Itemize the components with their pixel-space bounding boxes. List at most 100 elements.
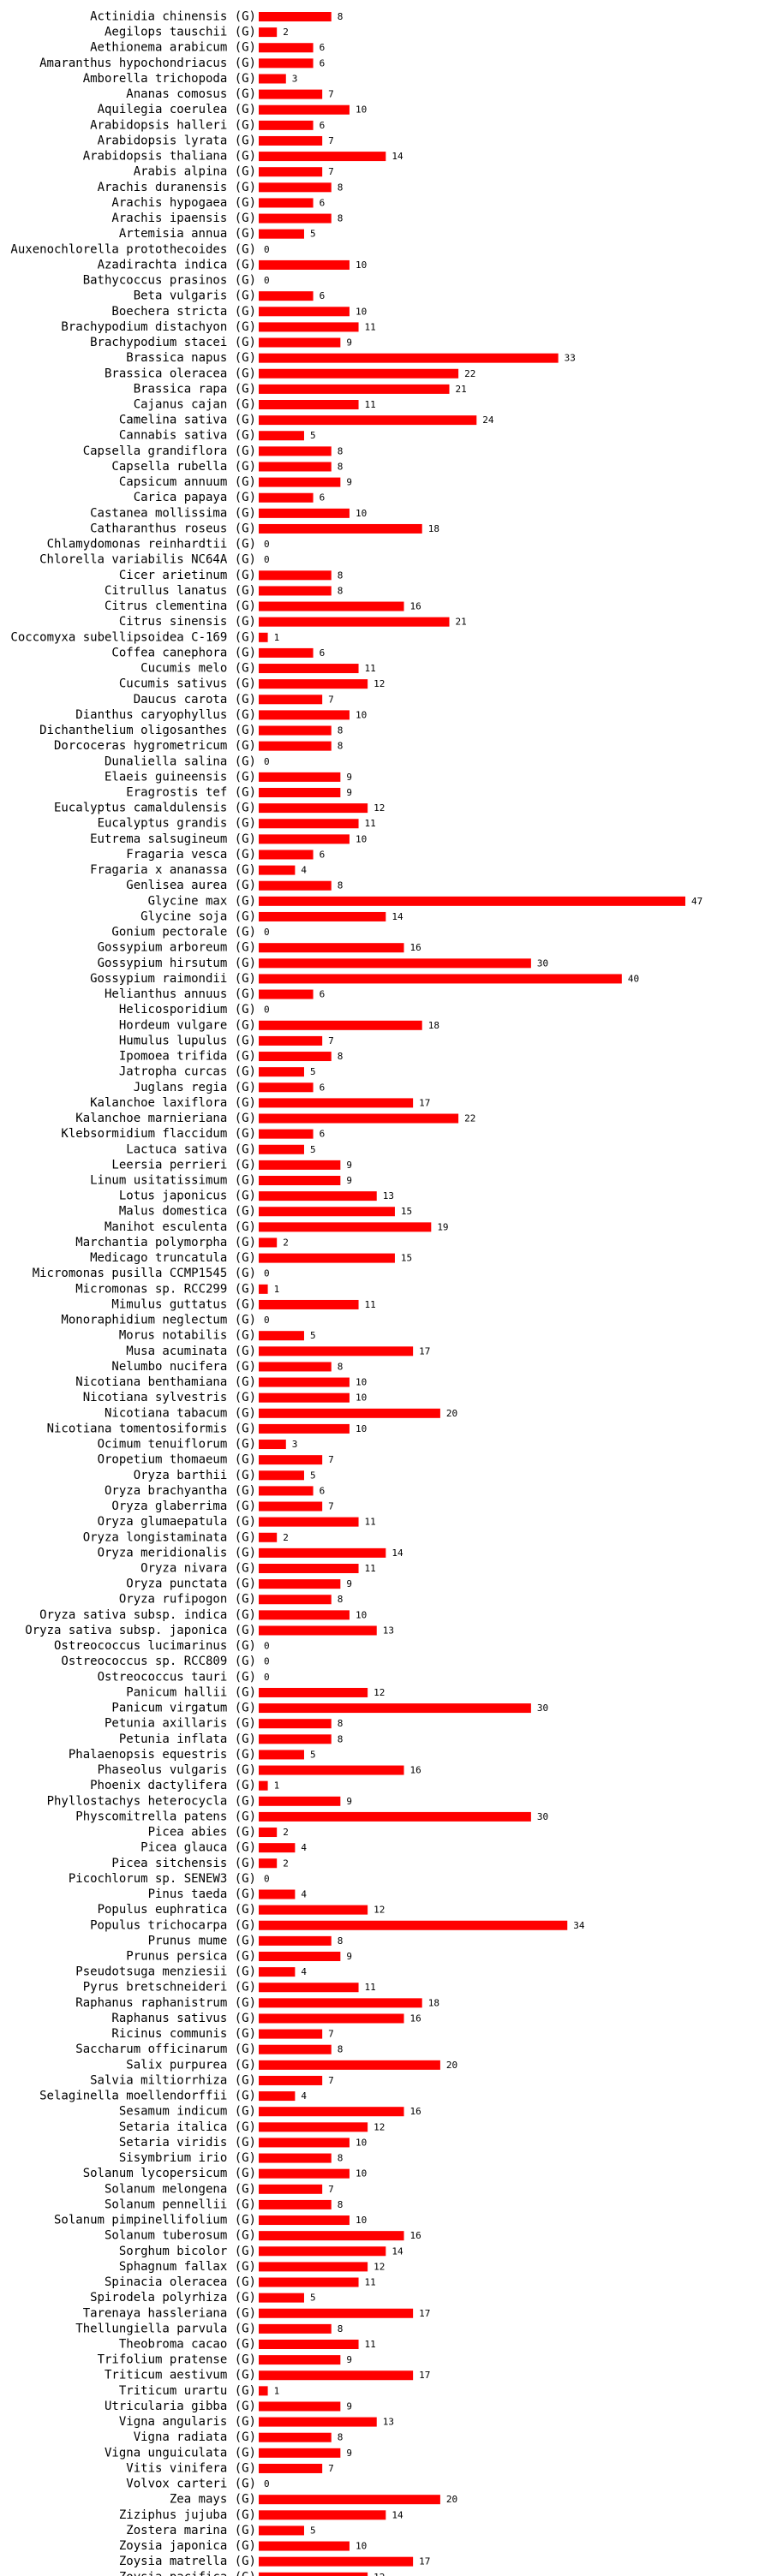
bar	[259, 1176, 341, 1185]
category-label: Phaseolus vulgaris (G)	[98, 1763, 256, 1777]
bar	[259, 896, 685, 906]
value-label: 3	[292, 73, 298, 84]
bar	[259, 1703, 531, 1714]
bar	[259, 2107, 404, 2117]
category-label: Brassica napus (G)	[126, 351, 256, 365]
bar	[259, 2340, 359, 2349]
bar	[259, 1625, 377, 1636]
value-label: 8	[338, 2199, 344, 2210]
category-label: Cicer arietinum (G)	[119, 569, 256, 582]
bar	[259, 1284, 268, 1294]
bar	[259, 2262, 368, 2272]
value-label: 6	[320, 197, 326, 208]
value-label: 15	[401, 1253, 412, 1264]
value-label: 5	[310, 2525, 316, 2536]
bar	[259, 974, 622, 984]
category-label: Genlisea aurea (G)	[126, 879, 256, 892]
value-label: 40	[628, 973, 639, 984]
category-label: Solanum lycopersicum (G)	[83, 2167, 256, 2180]
bar	[259, 2029, 323, 2039]
value-label: 7	[328, 2029, 334, 2040]
bar	[259, 477, 341, 487]
bar	[259, 2013, 404, 2024]
bar	[259, 368, 459, 379]
category-label: Camelina sativa (G)	[119, 414, 256, 427]
category-label: Coccomyxa subellipsoidea C-169 (G)	[10, 630, 256, 644]
category-label: Panicum virgatum (G)	[111, 1702, 256, 1715]
value-label: 0	[264, 554, 270, 565]
bar	[259, 1501, 323, 1512]
category-label: Dunaliella salina (G)	[105, 754, 256, 768]
value-label: 11	[365, 2339, 376, 2350]
value-label: 7	[328, 1501, 334, 1512]
category-label: Chlamydomonas reinhardtii (G)	[47, 538, 256, 552]
bar	[259, 182, 332, 193]
value-label: 0	[264, 539, 270, 550]
value-label: 2	[283, 1827, 289, 1838]
category-label: Prunus persica (G)	[126, 1950, 256, 1964]
bar	[259, 415, 477, 426]
category-label: Phoenix dactylifera (G)	[90, 1779, 256, 1792]
category-label: Kalanchoe marnieriana (G)	[75, 1112, 256, 1125]
category-label: Lactuca sativa (G)	[126, 1142, 256, 1156]
bar	[259, 725, 332, 736]
bar	[259, 1222, 432, 1232]
value-label: 10	[356, 2168, 367, 2179]
value-label: 9	[346, 772, 352, 783]
bar	[259, 1734, 332, 1744]
value-label: 12	[374, 1687, 385, 1698]
category-label: Triticum aestivum (G)	[105, 2369, 256, 2382]
bar	[259, 2370, 414, 2381]
category-label: Vigna radiata (G)	[134, 2430, 256, 2444]
value-label: 11	[365, 1517, 376, 1528]
category-label: Brachypodium distachyon (G)	[61, 320, 256, 334]
value-label: 1	[274, 1780, 280, 1792]
category-label: Morus notabilis (G)	[119, 1329, 256, 1343]
bar	[259, 259, 350, 270]
category-label: Populus euphratica (G)	[98, 1903, 256, 1917]
category-label: Vigna unguiculata (G)	[105, 2446, 256, 2460]
category-label: Pseudotsuga menziesii (G)	[75, 1965, 256, 1979]
category-label: Ostreococcus tauri (G)	[98, 1670, 256, 1684]
value-label: 7	[328, 2184, 334, 2195]
value-label: 5	[310, 1330, 316, 1341]
bar	[259, 2525, 304, 2536]
bar	[259, 1579, 341, 1589]
value-label: 22	[464, 368, 475, 379]
bar	[259, 1067, 304, 1077]
value-label: 17	[419, 1097, 430, 1108]
value-label: 4	[301, 1842, 307, 1853]
bar	[259, 647, 314, 658]
bar	[259, 1082, 314, 1093]
value-label: 14	[391, 2509, 403, 2520]
category-label: Utricularia gibba (G)	[105, 2400, 256, 2413]
value-label: 7	[328, 2463, 334, 2474]
bar	[259, 2246, 386, 2257]
category-label: Oryza rufipogon (G)	[119, 1593, 256, 1607]
bar	[259, 152, 386, 162]
bar	[259, 1408, 440, 1418]
category-label: Fragaria vesca (G)	[126, 848, 256, 862]
category-label: Medicago truncatula (G)	[90, 1251, 256, 1265]
value-label: 7	[328, 1454, 334, 1465]
category-label: Arabidopsis lyrata (G)	[98, 134, 256, 147]
bar	[259, 772, 341, 782]
bar	[259, 1362, 332, 1372]
value-label: 8	[338, 11, 344, 22]
value-label: 7	[328, 135, 334, 146]
bar	[259, 958, 531, 969]
category-label: Dichanthelium oligosanthes (G)	[39, 724, 256, 737]
value-label: 8	[338, 182, 344, 193]
category-label: Gossypium arboreum (G)	[98, 941, 256, 955]
value-label: 13	[383, 1625, 394, 1636]
category-label: Mimulus guttatus (G)	[111, 1297, 256, 1311]
value-label: 16	[410, 2106, 421, 2117]
category-label: Malus domestica (G)	[119, 1205, 256, 1219]
category-label: Tarenaya hassleriana (G)	[83, 2306, 256, 2320]
value-label: 0	[264, 1005, 270, 1016]
value-label: 10	[356, 2541, 367, 2552]
category-label: Cucumis melo (G)	[140, 662, 256, 676]
bar	[259, 1144, 304, 1154]
value-label: 12	[374, 802, 385, 814]
category-label: Oryza sativa subsp. indica (G)	[39, 1608, 256, 1622]
